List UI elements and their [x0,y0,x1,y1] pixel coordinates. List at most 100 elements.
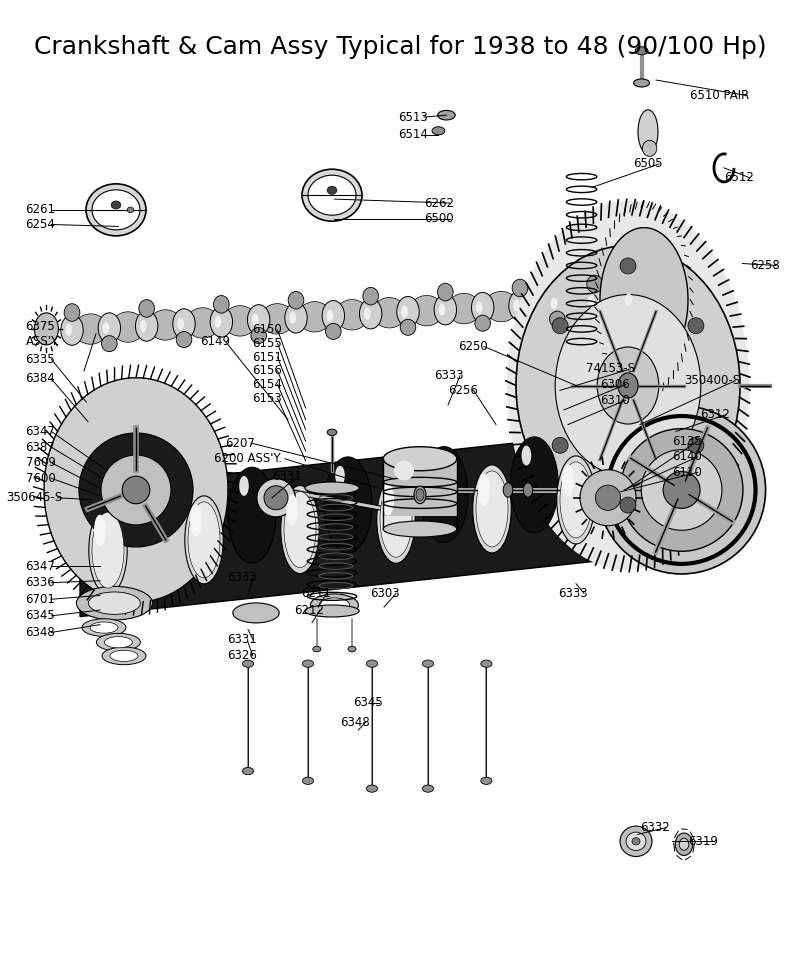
Ellipse shape [214,316,222,328]
Ellipse shape [560,462,592,538]
Ellipse shape [223,305,257,336]
Text: 6512: 6512 [724,171,754,184]
Ellipse shape [635,47,648,55]
Text: 6310: 6310 [600,393,630,407]
Ellipse shape [557,456,595,544]
Text: 6312: 6312 [700,408,730,422]
Text: 6319: 6319 [688,834,718,848]
Ellipse shape [432,127,445,135]
Text: 6135: 6135 [672,434,702,448]
Ellipse shape [290,311,296,324]
Ellipse shape [363,287,378,305]
Ellipse shape [481,777,492,785]
Ellipse shape [679,838,689,850]
Ellipse shape [626,294,632,305]
Text: 6150: 6150 [252,323,282,337]
Text: 6513: 6513 [398,110,428,124]
Ellipse shape [176,332,192,347]
Ellipse shape [431,455,441,475]
Ellipse shape [110,650,138,662]
Ellipse shape [210,306,233,337]
Circle shape [122,476,150,504]
Ellipse shape [74,314,107,345]
Ellipse shape [322,301,345,331]
Ellipse shape [319,598,350,612]
Ellipse shape [90,622,118,633]
Text: 6212: 6212 [294,603,325,617]
Circle shape [688,437,704,453]
Ellipse shape [620,826,652,857]
Ellipse shape [186,307,219,338]
Ellipse shape [92,512,124,589]
Ellipse shape [597,347,659,424]
Circle shape [620,258,636,274]
Ellipse shape [510,437,558,533]
Text: 6384: 6384 [26,372,55,386]
Ellipse shape [471,293,494,323]
Ellipse shape [190,505,202,537]
Circle shape [688,318,704,334]
Text: 6348: 6348 [26,626,55,639]
Ellipse shape [64,304,80,321]
Text: 6254: 6254 [26,218,55,231]
Text: 6347: 6347 [26,425,55,438]
Ellipse shape [313,646,321,652]
Ellipse shape [284,492,316,567]
Text: 6153: 6153 [252,391,282,405]
Text: 6510 PAIR: 6510 PAIR [690,89,749,102]
Ellipse shape [380,481,412,557]
Ellipse shape [128,478,176,574]
Ellipse shape [76,587,152,620]
Ellipse shape [89,507,127,594]
Ellipse shape [550,298,558,309]
Ellipse shape [475,315,490,331]
Text: 6333: 6333 [227,571,257,585]
Text: 6347: 6347 [26,559,55,573]
Ellipse shape [377,475,415,563]
Text: 6335: 6335 [26,352,55,366]
Ellipse shape [414,486,426,504]
Text: 6149: 6149 [200,335,230,348]
Circle shape [620,497,636,513]
Ellipse shape [562,465,574,497]
Ellipse shape [305,482,359,494]
Ellipse shape [139,300,154,317]
Ellipse shape [326,323,341,340]
Text: 6156: 6156 [252,364,282,378]
Text: 6345: 6345 [354,696,383,710]
Circle shape [79,433,193,547]
Ellipse shape [298,302,331,332]
Text: 6155: 6155 [252,337,282,350]
Ellipse shape [476,471,508,547]
Text: 6375
ASS'Y.: 6375 ASS'Y. [26,320,60,347]
Ellipse shape [410,296,443,326]
Ellipse shape [600,227,688,372]
Text: 6200 ASS'Y.: 6200 ASS'Y. [214,452,282,466]
Ellipse shape [233,603,279,623]
Ellipse shape [621,284,643,314]
Ellipse shape [257,478,295,517]
Ellipse shape [555,295,701,476]
Ellipse shape [514,300,520,311]
Ellipse shape [139,487,149,507]
Ellipse shape [348,646,356,652]
Ellipse shape [383,521,457,537]
Ellipse shape [34,313,58,345]
Ellipse shape [447,294,481,324]
Ellipse shape [503,483,513,497]
Ellipse shape [111,311,145,343]
Polygon shape [507,201,749,570]
Ellipse shape [327,429,337,435]
Text: 6514: 6514 [398,128,428,142]
Ellipse shape [111,201,121,209]
Ellipse shape [675,834,693,855]
Ellipse shape [523,483,533,497]
Ellipse shape [438,304,446,315]
Ellipse shape [102,322,110,334]
Ellipse shape [583,286,606,316]
Text: 6256: 6256 [448,384,478,397]
Ellipse shape [438,110,455,120]
Ellipse shape [61,315,83,346]
Ellipse shape [251,328,266,344]
Circle shape [580,469,636,526]
